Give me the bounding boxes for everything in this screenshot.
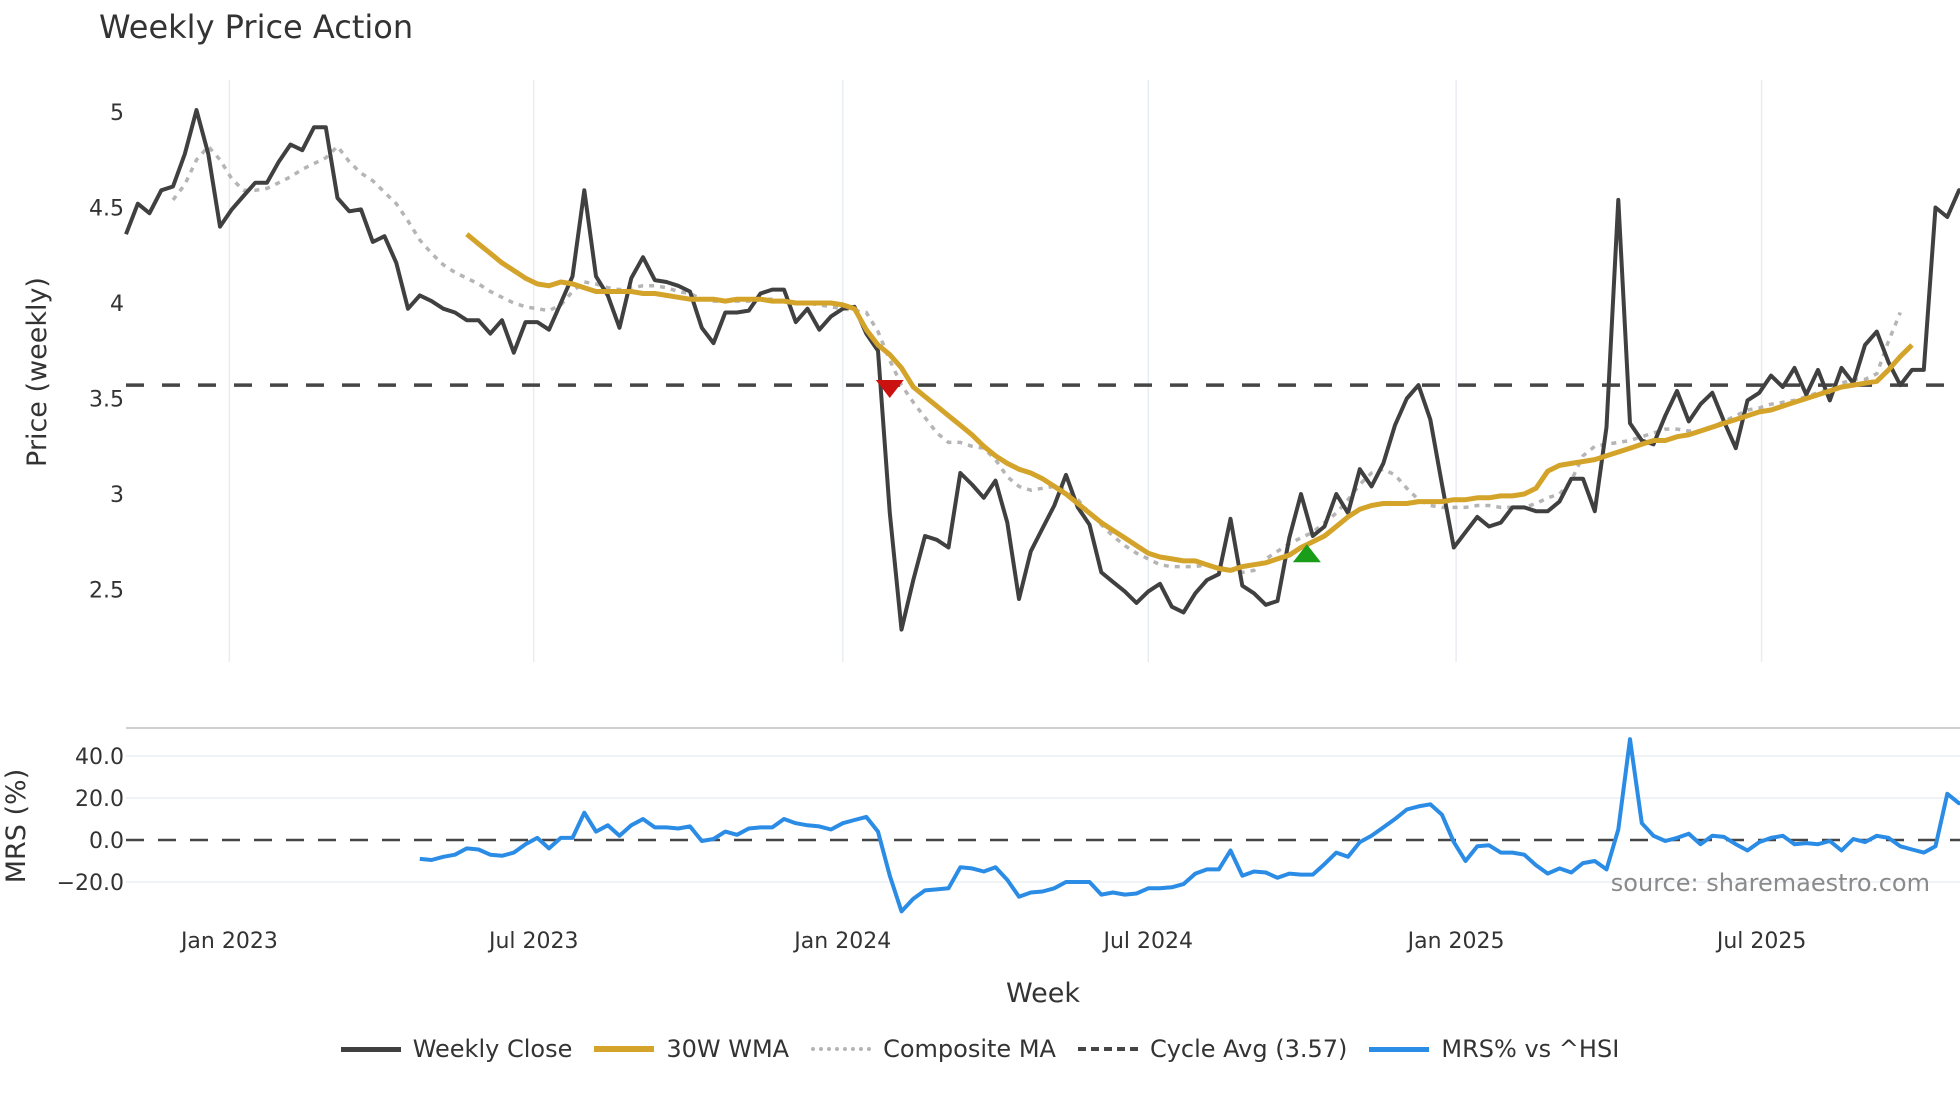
weekly-close-swatch-icon: [340, 1046, 401, 1052]
legend-item-composite-ma[interactable]: Composite MA: [811, 1035, 1056, 1063]
legend-item-cycle-avg[interactable]: Cycle Avg (3.57): [1077, 1035, 1348, 1063]
mrs-swatch-icon: [1369, 1046, 1430, 1052]
legend: Weekly Close 30W WMA Composite MA Cycle …: [0, 1035, 1960, 1063]
source-note: source: sharemaestro.com: [1611, 869, 1930, 897]
composite-ma-swatch-icon: [811, 1047, 872, 1051]
mrs-series: [419, 737, 1960, 914]
mrs-y-axis: 40.0 20.0 0.0 −20.0: [57, 745, 124, 896]
y-tick-label: 4.5: [89, 197, 124, 222]
y-tick-label: 2.5: [89, 579, 124, 604]
y-tick-label: 5: [110, 101, 124, 126]
x-tick-label: Jul 2025: [1715, 929, 1807, 954]
legend-item-30w-wma[interactable]: 30W WMA: [594, 1035, 789, 1063]
price-gridlines: [228, 80, 1763, 662]
x-axis: Jan 2023 Jul 2023 Jan 2024 Jul 2024 Jan 2025…: [179, 929, 1806, 954]
signal-markers: [875, 379, 1321, 563]
x-tick-label: Jan 2025: [1406, 929, 1505, 954]
legend-label: 30W WMA: [666, 1035, 790, 1063]
x-tick-label: Jul 2024: [1101, 929, 1193, 954]
mrs-line: [419, 737, 1960, 914]
legend-label: Cycle Avg (3.57): [1149, 1035, 1348, 1063]
buy-signal-triangle-up-icon: [1292, 544, 1321, 563]
x-tick-label: Jul 2023: [487, 929, 579, 954]
legend-item-weekly-close[interactable]: Weekly Close: [340, 1035, 573, 1063]
y-tick-label: −20.0: [57, 871, 124, 896]
wma-swatch-icon: [594, 1046, 655, 1052]
wma-line: [465, 232, 1914, 573]
legend-label: Composite MA: [883, 1035, 1056, 1063]
mrs-gridlines: [126, 755, 1960, 883]
price-y-axis-title: Price (weekly): [22, 277, 53, 467]
legend-label: Weekly Close: [412, 1035, 573, 1063]
y-tick-label: 3: [110, 483, 124, 508]
chart-title: Weekly Price Action: [99, 8, 414, 46]
y-tick-label: 3.5: [89, 388, 124, 413]
x-axis-title: Week: [1006, 978, 1080, 1009]
composite-ma-line: [171, 143, 1902, 575]
legend-label: MRS% vs ^HSI: [1441, 1035, 1620, 1063]
legend-item-mrs[interactable]: MRS% vs ^HSI: [1369, 1035, 1619, 1063]
y-tick-label: 4: [110, 292, 124, 317]
x-tick-label: Jan 2023: [179, 929, 278, 954]
y-tick-label: 0.0: [89, 829, 124, 854]
price-series: [124, 108, 1960, 632]
x-tick-label: Jan 2024: [792, 929, 891, 954]
cycle-avg-swatch-icon: [1077, 1047, 1138, 1051]
y-tick-label: 20.0: [75, 787, 124, 812]
mrs-y-axis-title: MRS (%): [1, 769, 32, 884]
weekly-close-line: [124, 108, 1960, 632]
sell-signal-triangle-down-icon: [875, 379, 904, 398]
y-tick-label: 40.0: [75, 745, 124, 770]
price-y-axis: 5 4.5 4 3.5 3 2.5: [89, 101, 124, 604]
